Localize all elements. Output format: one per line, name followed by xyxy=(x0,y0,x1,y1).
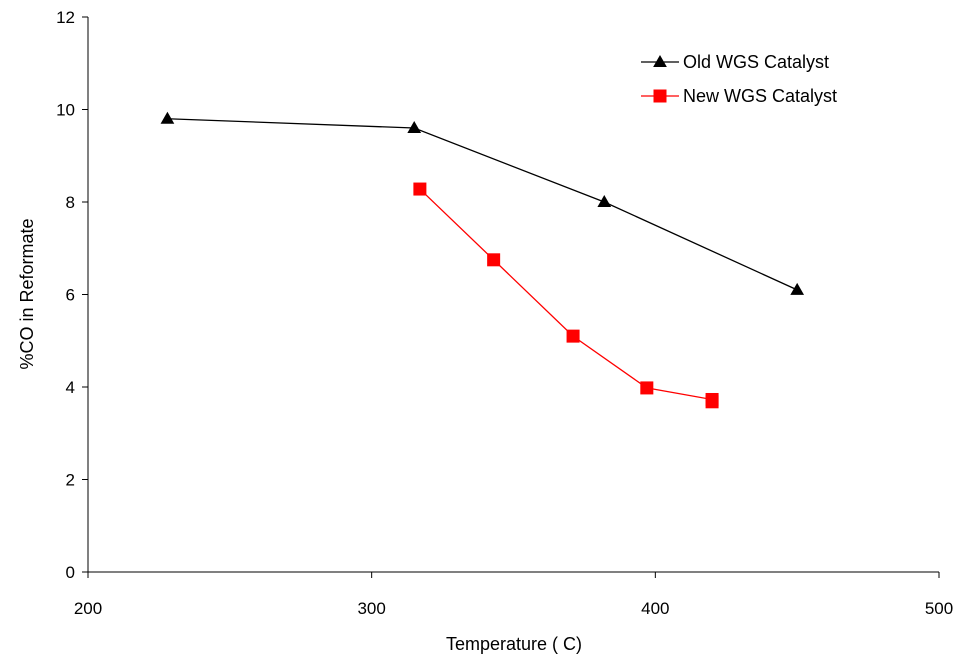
data-point xyxy=(407,120,422,133)
series-new-wgs-catalyst xyxy=(413,182,719,409)
data-point xyxy=(705,395,719,409)
y-tick-label: 4 xyxy=(66,378,75,397)
legend-square-icon xyxy=(653,89,667,103)
data-point xyxy=(566,329,580,343)
legend-item-new: New WGS Catalyst xyxy=(641,86,837,106)
series-layer xyxy=(160,111,805,409)
y-tick-label: 6 xyxy=(66,286,75,305)
legend-label: Old WGS Catalyst xyxy=(683,52,829,72)
data-point xyxy=(413,182,427,196)
legend-label: New WGS Catalyst xyxy=(683,86,837,106)
data-point xyxy=(790,282,805,295)
series-line xyxy=(167,118,798,291)
x-tick-label: 200 xyxy=(74,599,102,618)
data-point xyxy=(487,253,501,267)
data-point xyxy=(160,111,175,124)
data-point xyxy=(597,194,612,207)
series-line xyxy=(419,188,713,402)
y-axis-title: %CO in Reformate xyxy=(17,218,37,369)
x-tick-label: 500 xyxy=(925,599,953,618)
x-axis-title: Temperature ( C) xyxy=(446,634,582,654)
legend-triangle-icon xyxy=(653,54,667,67)
legend: Old WGS Catalyst New WGS Catalyst xyxy=(641,52,837,106)
y-tick-label: 10 xyxy=(56,101,75,120)
y-tick-label: 12 xyxy=(56,8,75,27)
y-tick-label: 0 xyxy=(66,563,75,582)
series-old-wgs-catalyst xyxy=(160,111,805,295)
x-tick-label: 400 xyxy=(641,599,669,618)
x-tick-label: 300 xyxy=(357,599,385,618)
axes: 0 2 4 6 8 10 12 200 300 400 500 xyxy=(56,8,953,618)
legend-item-old: Old WGS Catalyst xyxy=(641,52,829,72)
y-tick-label: 8 xyxy=(66,193,75,212)
y-tick-label: 2 xyxy=(66,471,75,490)
data-point xyxy=(640,381,654,395)
